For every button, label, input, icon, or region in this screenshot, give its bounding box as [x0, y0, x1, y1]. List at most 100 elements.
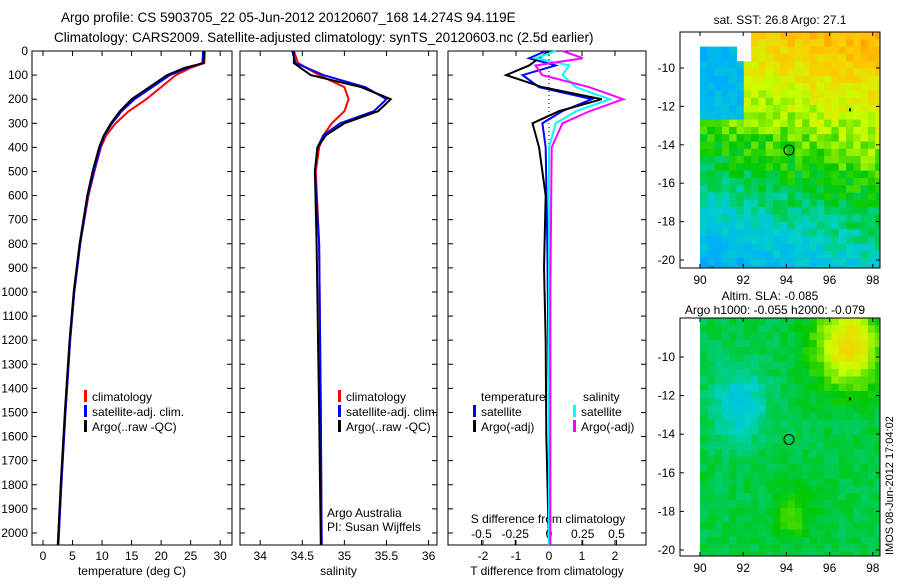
- map-cell: [867, 515, 876, 523]
- map-cell: [707, 229, 716, 237]
- map-cell: [867, 214, 876, 223]
- map-cell: [809, 529, 818, 538]
- map-cell: [729, 376, 737, 385]
- map-cell: [736, 251, 745, 259]
- map-cell: [743, 412, 752, 421]
- y-tick-label: 2000: [1, 526, 28, 540]
- map-cell: [824, 170, 832, 179]
- map-cell: [794, 434, 803, 443]
- map-cell: [743, 61, 752, 69]
- map-cell: [743, 332, 752, 341]
- map-cell: [853, 32, 862, 40]
- map-cell: [816, 251, 825, 259]
- map-cell: [758, 112, 767, 121]
- map-cell: [875, 112, 880, 121]
- map-cell: [787, 68, 796, 77]
- map-cell: [721, 90, 730, 99]
- map-cell: [831, 170, 840, 179]
- map-cell: [809, 332, 818, 341]
- map-cell: [875, 221, 880, 230]
- map-cell: [707, 141, 716, 150]
- map-cell: [751, 347, 759, 355]
- map-cell: [780, 185, 789, 194]
- map-cell: [838, 75, 847, 84]
- map-cell: [853, 192, 862, 201]
- map-cell: [751, 134, 759, 142]
- map-cell: [765, 529, 774, 538]
- map-cell: [751, 97, 759, 106]
- map-cell: [736, 485, 745, 494]
- map-cell: [758, 369, 767, 377]
- map-cell: [867, 449, 876, 458]
- map-cell: [765, 53, 774, 62]
- map-cell: [700, 325, 708, 334]
- map-cell: [809, 126, 818, 135]
- map-cell: [794, 156, 803, 164]
- map-cell: [831, 391, 840, 399]
- map-cell: [773, 500, 781, 509]
- map-cell: [816, 398, 825, 407]
- map-cell: [736, 464, 745, 472]
- map-cell: [853, 112, 862, 121]
- map-cell: [736, 258, 745, 267]
- map-cell: [875, 192, 880, 201]
- map-cell: [875, 332, 880, 341]
- map-cell: [816, 442, 825, 450]
- x-tick-label: 2: [612, 549, 619, 563]
- map-cell: [816, 46, 825, 55]
- lat-tick-label: -14: [658, 138, 676, 152]
- map-cell: [809, 258, 818, 267]
- map-cell: [838, 485, 847, 494]
- map-cell: [743, 207, 752, 215]
- map-cell: [846, 354, 854, 363]
- map-cell: [860, 221, 869, 230]
- map-cell: [780, 134, 789, 142]
- map-cell: [867, 354, 876, 363]
- map-cell: [758, 236, 767, 245]
- map-cell: [721, 420, 730, 428]
- map-cell: [707, 369, 716, 377]
- map-cell: [729, 493, 737, 501]
- map-cell: [765, 347, 774, 355]
- map-cell: [867, 68, 876, 77]
- map-cell: [700, 412, 708, 421]
- map-cell: [721, 332, 730, 341]
- map-cell: [846, 339, 854, 348]
- map-cell: [721, 471, 730, 480]
- map-cell: [794, 163, 803, 172]
- map-cell: [802, 105, 810, 113]
- map-cell: [824, 46, 832, 55]
- map-cell: [736, 449, 745, 458]
- map-cell: [838, 90, 847, 99]
- map-cell: [838, 478, 847, 487]
- map-cell: [794, 420, 803, 428]
- map-cell: [794, 456, 803, 465]
- map-cell: [743, 119, 752, 128]
- map-cell: [758, 449, 767, 458]
- map-cell: [729, 243, 737, 252]
- map-cell: [802, 39, 810, 48]
- map-cell: [780, 398, 789, 407]
- map-cell: [794, 398, 803, 407]
- map-cell: [816, 420, 825, 428]
- map-cell: [816, 449, 825, 458]
- map-cell: [707, 471, 716, 480]
- map-cell: [846, 398, 854, 407]
- map-cell: [809, 464, 818, 472]
- map-cell: [707, 221, 716, 230]
- map-cell: [802, 420, 810, 428]
- map-cell: [846, 456, 854, 465]
- map-cell: [860, 229, 869, 237]
- map-cell: [700, 522, 708, 531]
- map-cell: [780, 156, 789, 164]
- map-cell: [838, 493, 847, 501]
- map-cell: [700, 97, 708, 106]
- map-cell: [860, 236, 869, 245]
- map-cell: [867, 500, 876, 509]
- map-cell: [824, 361, 832, 370]
- legend-label: satellite-adj. clim.: [92, 405, 184, 419]
- map-cell: [700, 551, 708, 556]
- map-cell: [714, 90, 723, 99]
- map-cell: [787, 105, 796, 113]
- map-cell: [707, 53, 716, 62]
